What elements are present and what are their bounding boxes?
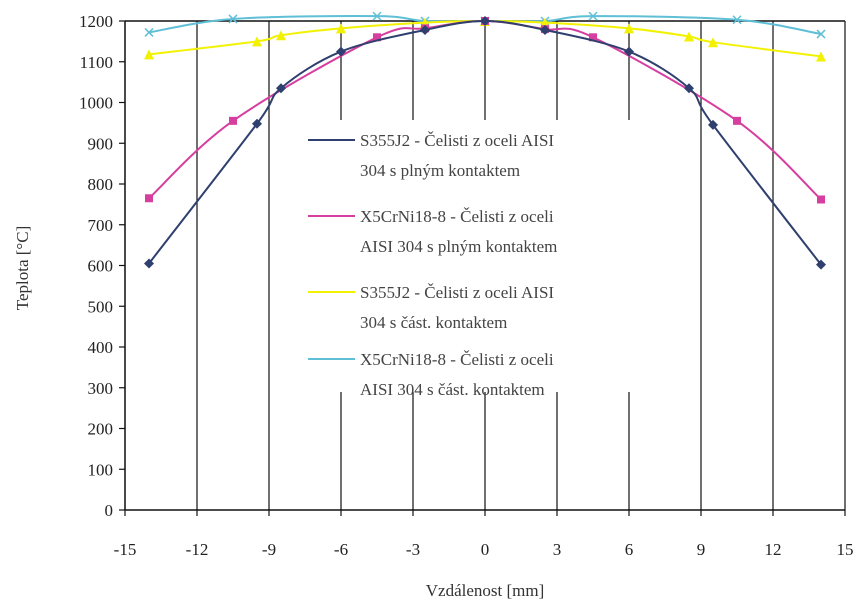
data-point-marker <box>708 119 718 130</box>
legend-label: S355J2 - Čelisti z oceli AISI <box>360 131 554 150</box>
y-axis-title: Teplota [°C] <box>13 226 32 310</box>
data-point-marker <box>708 37 718 48</box>
marker-stroke <box>144 27 154 37</box>
data-point-marker <box>816 51 826 62</box>
data-point-marker <box>252 118 262 129</box>
legend-label: AISI 304 s plným kontaktem <box>360 237 557 256</box>
data-point-marker <box>144 27 154 37</box>
marker-stroke <box>732 15 742 25</box>
y-tick-label: 600 <box>88 257 114 276</box>
data-point-marker <box>144 258 154 269</box>
data-point-marker <box>588 11 598 21</box>
x-tick-label: -6 <box>334 540 348 559</box>
marker-stroke <box>228 14 238 24</box>
data-point-marker <box>252 36 262 47</box>
legend-box <box>298 120 668 392</box>
y-tick-label: 700 <box>88 216 114 235</box>
legend-label: X5CrNi18-8 - Čelisti z oceli <box>360 207 554 226</box>
marker-stroke <box>372 11 382 21</box>
data-point-marker <box>373 33 381 42</box>
series-layer <box>144 11 826 270</box>
data-point-marker <box>589 33 597 42</box>
data-point-marker <box>336 46 346 57</box>
x-axis-title: Vzdálenost [mm] <box>426 581 545 600</box>
x-tick-label: 9 <box>697 540 706 559</box>
y-tick-label: 100 <box>88 460 114 479</box>
data-point-marker <box>733 116 741 125</box>
legend: S355J2 - Čelisti z oceli AISI 304 s plným… <box>308 131 557 399</box>
legend-label: AISI 304 s část. kontaktem <box>360 380 545 399</box>
tick-labels: 0 100 200 300 400 500 600 700 800 900 1000 1100 1200… <box>79 12 854 559</box>
y-tick-label: 1200 <box>79 12 113 31</box>
legend-label: S355J2 - Čelisti z oceli AISI <box>360 283 554 302</box>
y-tick-label: 400 <box>88 338 114 357</box>
data-point-marker <box>229 116 237 125</box>
marker-stroke <box>816 29 826 39</box>
data-point-marker <box>480 16 490 26</box>
legend-label: 304 s plným kontaktem <box>360 161 520 180</box>
y-tick-label: 1100 <box>80 53 113 72</box>
x-tick-label: 12 <box>765 540 782 559</box>
x-tick-label: 3 <box>553 540 562 559</box>
y-tick-label: 500 <box>88 297 114 316</box>
data-point-marker <box>276 30 286 41</box>
y-tick-label: 200 <box>88 420 114 439</box>
data-point-marker <box>144 49 154 60</box>
legend-entry-3: S355J2 - Čelisti z oceli AISI 304 s část.… <box>308 283 554 332</box>
data-point-marker <box>336 23 346 34</box>
data-point-marker <box>684 83 694 94</box>
data-point-marker <box>420 24 430 35</box>
x-tick-label: 6 <box>625 540 634 559</box>
data-point-marker <box>145 194 153 203</box>
x-tick-label: -3 <box>406 540 420 559</box>
legend-entry-1: S355J2 - Čelisti z oceli AISI 304 s plným… <box>308 131 554 180</box>
series-1 <box>144 16 826 270</box>
y-tick-label: 300 <box>88 379 114 398</box>
legend-entry-2: X5CrNi18-8 - Čelisti z oceli AISI 304 s p… <box>308 207 557 256</box>
data-point-marker <box>276 83 286 94</box>
data-point-marker <box>816 29 826 39</box>
data-point-marker <box>684 31 694 42</box>
y-tick-label: 800 <box>88 175 114 194</box>
x-tick-label: 0 <box>481 540 490 559</box>
marker-stroke <box>588 11 598 21</box>
legend-label: X5CrNi18-8 - Čelisti z oceli <box>360 350 554 369</box>
data-point-marker <box>624 23 634 34</box>
data-point-marker <box>817 195 825 204</box>
y-tick-label: 0 <box>105 501 114 520</box>
data-point-marker <box>540 17 550 28</box>
data-point-marker <box>228 14 238 24</box>
y-tick-label: 900 <box>88 134 114 153</box>
x-tick-label: -15 <box>114 540 137 559</box>
x-tick-label: 15 <box>837 540 854 559</box>
x-tick-label: -12 <box>186 540 209 559</box>
legend-label: 304 s část. kontaktem <box>360 313 507 332</box>
y-tick-label: 1000 <box>79 94 113 113</box>
data-point-marker <box>540 24 550 35</box>
data-point-marker <box>372 11 382 21</box>
data-point-marker <box>624 46 634 57</box>
x-tick-label: -9 <box>262 540 276 559</box>
legend-entry-4: X5CrNi18-8 - Čelisti z oceli AISI 304 s č… <box>308 350 554 399</box>
data-point-marker <box>732 15 742 25</box>
data-point-marker <box>816 259 826 270</box>
